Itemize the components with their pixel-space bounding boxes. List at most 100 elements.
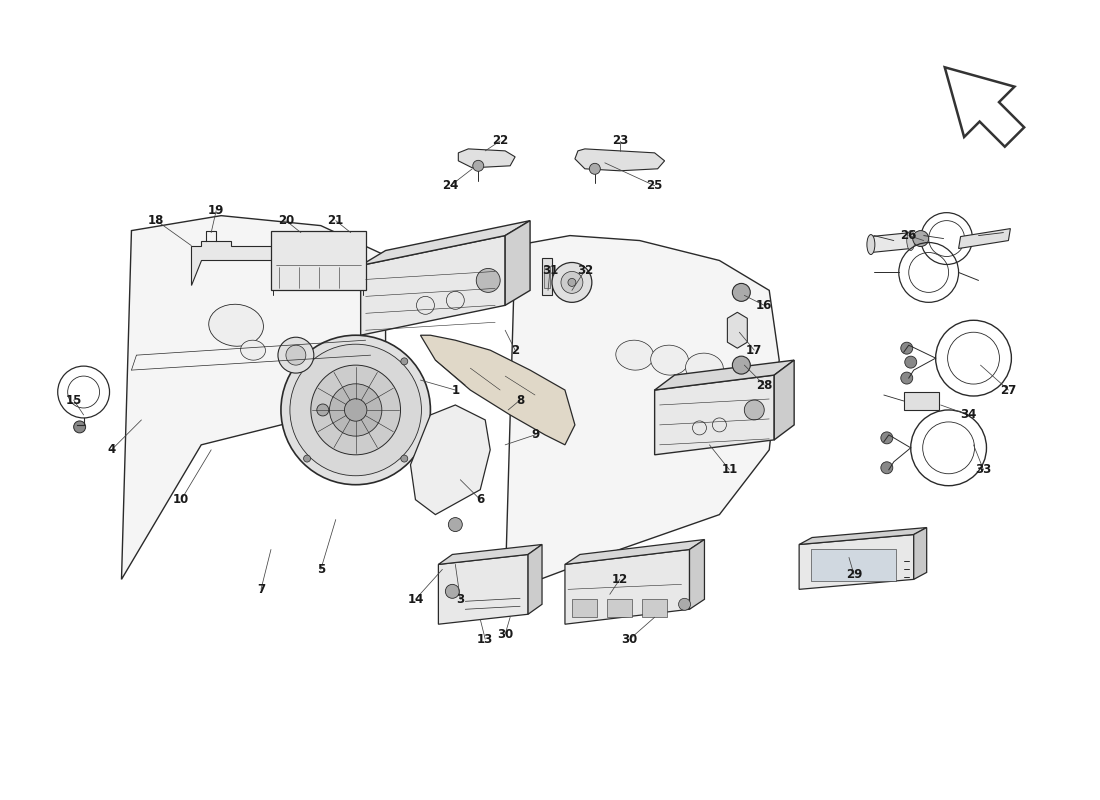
Bar (607, 599, 631, 618)
Circle shape (311, 365, 400, 455)
Bar (641, 599, 667, 618)
Polygon shape (654, 375, 774, 455)
Text: 2: 2 (512, 344, 519, 357)
Circle shape (881, 432, 893, 444)
Text: 3: 3 (456, 593, 464, 606)
Bar (904, 392, 938, 410)
Polygon shape (361, 221, 530, 266)
Text: 6: 6 (476, 493, 484, 506)
Polygon shape (958, 229, 1011, 249)
Circle shape (733, 283, 750, 302)
Circle shape (476, 269, 501, 292)
Circle shape (278, 338, 314, 373)
Text: 16: 16 (756, 299, 772, 312)
Circle shape (733, 356, 750, 374)
Circle shape (679, 598, 691, 610)
Polygon shape (914, 527, 926, 579)
Polygon shape (799, 534, 914, 590)
Text: 14: 14 (407, 593, 424, 606)
Polygon shape (420, 335, 575, 445)
Text: 12: 12 (612, 573, 628, 586)
Text: 33: 33 (976, 463, 991, 476)
Text: 21: 21 (328, 214, 344, 227)
Text: 28: 28 (756, 378, 772, 391)
Circle shape (473, 160, 484, 171)
Text: 23: 23 (612, 134, 628, 147)
Text: 34: 34 (960, 409, 977, 422)
Text: 10: 10 (173, 493, 189, 506)
Bar (811, 550, 895, 582)
Text: 17: 17 (746, 344, 762, 357)
Ellipse shape (241, 340, 265, 360)
Circle shape (552, 262, 592, 302)
Polygon shape (505, 235, 779, 590)
Circle shape (901, 342, 913, 354)
Bar (544, 266, 550, 288)
Text: 30: 30 (621, 633, 638, 646)
Circle shape (330, 384, 382, 436)
Polygon shape (575, 149, 664, 170)
Text: 5: 5 (317, 563, 324, 576)
Text: 11: 11 (722, 463, 737, 476)
Polygon shape (774, 360, 794, 440)
Circle shape (400, 455, 408, 462)
Text: 7: 7 (257, 583, 265, 596)
Text: 24: 24 (442, 179, 459, 192)
Text: 8: 8 (516, 394, 525, 406)
Polygon shape (565, 539, 704, 565)
Circle shape (400, 358, 408, 365)
Circle shape (280, 335, 430, 485)
Polygon shape (654, 360, 794, 390)
Ellipse shape (616, 340, 653, 370)
Circle shape (913, 230, 928, 246)
Polygon shape (690, 539, 704, 610)
Polygon shape (361, 235, 505, 335)
Polygon shape (871, 233, 911, 253)
Polygon shape (439, 545, 542, 565)
Circle shape (881, 462, 893, 474)
Circle shape (446, 584, 460, 598)
Text: 19: 19 (208, 204, 224, 217)
Polygon shape (121, 216, 386, 579)
Text: 26: 26 (901, 229, 917, 242)
Circle shape (745, 400, 764, 420)
Circle shape (590, 163, 601, 174)
Polygon shape (799, 527, 926, 545)
Circle shape (317, 404, 329, 416)
Text: 1: 1 (451, 383, 460, 397)
Circle shape (568, 278, 576, 286)
Text: 29: 29 (846, 568, 862, 581)
Circle shape (290, 344, 421, 476)
Ellipse shape (209, 304, 264, 346)
Text: 22: 22 (492, 134, 508, 147)
Text: 25: 25 (647, 179, 663, 192)
Text: 18: 18 (148, 214, 165, 227)
Polygon shape (505, 221, 530, 306)
Ellipse shape (906, 230, 915, 250)
Polygon shape (191, 241, 290, 286)
Polygon shape (528, 545, 542, 614)
Circle shape (344, 398, 367, 421)
Polygon shape (459, 149, 515, 168)
Circle shape (905, 356, 916, 368)
Circle shape (449, 518, 462, 531)
Ellipse shape (651, 345, 689, 375)
Text: 32: 32 (576, 264, 593, 277)
Text: 13: 13 (477, 633, 494, 646)
Polygon shape (542, 258, 552, 295)
Polygon shape (439, 554, 528, 624)
Circle shape (304, 358, 310, 365)
Circle shape (286, 345, 306, 365)
Polygon shape (410, 405, 491, 514)
Text: 9: 9 (531, 428, 539, 442)
Circle shape (74, 421, 86, 433)
Text: 20: 20 (278, 214, 294, 227)
Bar (572, 599, 597, 618)
Text: 27: 27 (1000, 383, 1016, 397)
Text: 31: 31 (542, 264, 558, 277)
Circle shape (304, 455, 310, 462)
Polygon shape (727, 312, 747, 348)
Text: 15: 15 (66, 394, 81, 406)
Circle shape (901, 372, 913, 384)
Ellipse shape (685, 353, 724, 383)
